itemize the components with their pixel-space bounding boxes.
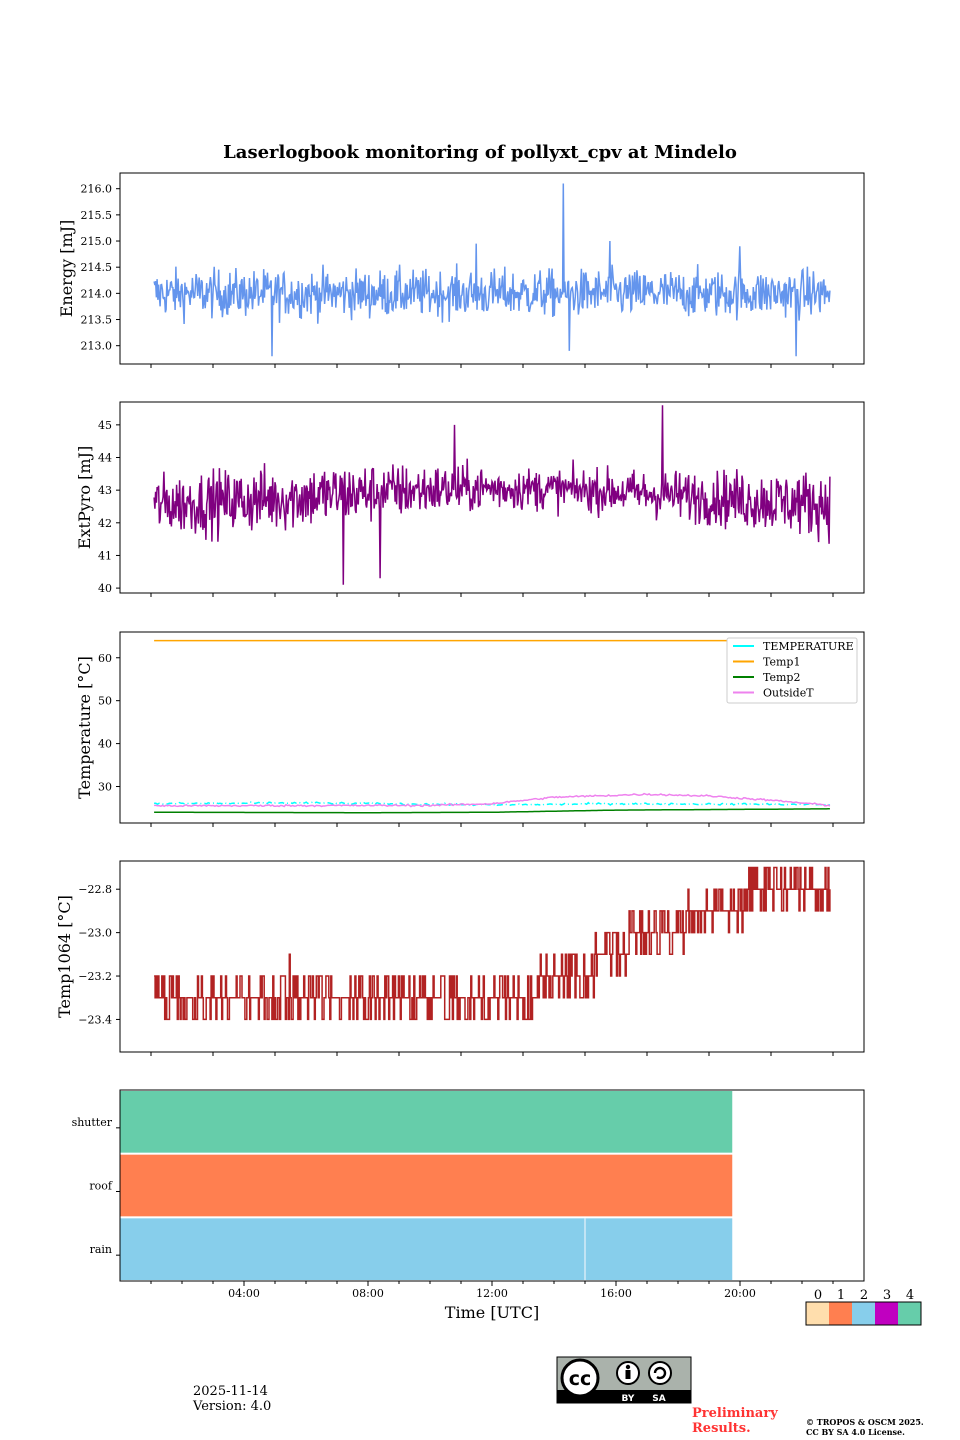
x-axis-label: Time [UTC]: [445, 1303, 539, 1322]
y-tick-label: 40: [98, 738, 112, 751]
panel-4: Temp1064 [°C] −22.8 −23.0 −23.2 −23.4: [55, 860, 865, 1056]
y-tick-label: 44: [98, 452, 112, 465]
y-tick-label: 215.5: [81, 209, 113, 222]
row-label: shutter: [72, 1116, 113, 1129]
legend-value: 0: [814, 1288, 822, 1303]
y-tick-label: −23.0: [78, 927, 112, 940]
status-row-roof: [120, 1154, 733, 1217]
preliminary-line-1: Preliminary: [692, 1406, 778, 1421]
row-label: roof: [89, 1180, 113, 1193]
status-row-rain: [120, 1218, 733, 1280]
axes-frame: [119, 401, 865, 594]
y-tick-label: 213.5: [81, 314, 113, 327]
legend-value: 3: [883, 1288, 891, 1303]
y-tick-label: 215.0: [81, 235, 113, 248]
y-tick-label: −23.4: [78, 1013, 112, 1026]
axes-frame: [119, 631, 865, 824]
y-axis-label: Energy [mJ]: [57, 220, 76, 318]
panel-2: ExtPyro [mJ] 45 44 43 42 41 40: [75, 401, 865, 597]
status-row-shutter: [120, 1091, 733, 1153]
y-tick-label: −23.2: [78, 970, 112, 983]
legend-label: Temp2: [763, 671, 800, 684]
series-energy: [153, 183, 831, 357]
legend-swatch-4: [898, 1302, 921, 1325]
y-tick-label: 214.0: [81, 287, 113, 300]
y-tick-label: −22.8: [78, 883, 112, 896]
chart-title: Laserlogbook monitoring of pollyxt_cpv a…: [223, 142, 737, 163]
svg-text:SA: SA: [652, 1394, 665, 1404]
row-label: rain: [90, 1243, 112, 1256]
series-temp1064: [154, 866, 831, 1021]
legend-value: 2: [860, 1288, 868, 1303]
version-label: Version: 4.0: [193, 1399, 272, 1414]
y-axis-label: Temperature [°C]: [75, 656, 94, 799]
svg-text:BY: BY: [622, 1394, 635, 1404]
series-outsidet: [154, 792, 831, 808]
legend-value: 4: [906, 1288, 914, 1303]
y-tick-label: 42: [98, 517, 112, 530]
y-tick-label: 45: [98, 419, 112, 432]
date-label: 2025-11-14: [193, 1384, 268, 1399]
share-alike-icon: [648, 1361, 672, 1385]
y-tick-label: 40: [98, 582, 112, 595]
x-tick-label: 12:00: [476, 1287, 508, 1300]
x-tick-label: 08:00: [352, 1287, 384, 1300]
axes-frame: [119, 172, 865, 365]
cc-license-badge: cc BY SA: [556, 1356, 692, 1404]
svg-text:cc: cc: [569, 1368, 592, 1390]
y-tick-label: 213.0: [81, 340, 113, 353]
legend-swatch-0: [806, 1302, 829, 1325]
legend: TEMPERATURE Temp1 Temp2 OutsideT: [726, 637, 858, 704]
y-tick-label: 43: [98, 484, 112, 497]
y-tick-label: 41: [98, 549, 112, 562]
series-extpyro: [153, 405, 831, 585]
preliminary-notice: Preliminary Results.: [692, 1406, 778, 1436]
copyright-notice: © TROPOS & OSCM 2025. CC BY SA 4.0 Licen…: [806, 1417, 924, 1437]
y-axis-label: Temp1064 [°C]: [55, 895, 74, 1018]
y-tick-label: 30: [98, 781, 112, 794]
axes-frame: [119, 860, 865, 1053]
copyright-line-2: CC BY SA 4.0 License.: [806, 1427, 905, 1437]
y-axis-label: ExtPyro [mJ]: [75, 446, 94, 549]
x-tick-label: 16:00: [600, 1287, 632, 1300]
panel-1: Energy [mJ] 216.0 215.5 215.0 214.5 214.0 213.…: [57, 172, 865, 368]
legend-swatch-3: [875, 1302, 898, 1325]
legend-value: 1: [837, 1288, 845, 1303]
x-tick-label: 20:00: [724, 1287, 756, 1300]
legend-label: TEMPERATURE: [763, 640, 854, 653]
y-tick-label: 214.5: [81, 261, 113, 274]
panel-3: Temperature [°C] 60 50 40 30 TEMPERATURE Temp1…: [75, 631, 865, 827]
footer-date-version: 2025-11-14 Version: 4.0: [193, 1384, 271, 1414]
y-tick-label: 60: [98, 652, 112, 665]
y-tick-label: 216.0: [81, 183, 113, 196]
series-temperature: [154, 801, 831, 807]
axes-frame: [119, 1089, 865, 1282]
y-tick-label: 50: [98, 695, 112, 708]
panels: Energy [mJ] 216.0 215.5 215.0 214.5 214.0 213.…: [55, 172, 922, 1326]
legend-label: Temp1: [763, 656, 800, 669]
legend-swatch-2: [852, 1302, 875, 1325]
x-tick-label: 04:00: [228, 1287, 260, 1300]
copyright-line-1: © TROPOS & OSCM 2025.: [806, 1417, 924, 1427]
series-temp2: [154, 808, 830, 814]
legend-swatch-1: [829, 1302, 852, 1325]
cc-icon: [560, 1358, 600, 1398]
preliminary-line-2: Results.: [692, 1421, 751, 1436]
legend-label: OutsideT: [763, 687, 814, 700]
panel-5: shutter roof rain 04:00 08:00 12:00 16:00 20:00…: [72, 1089, 922, 1326]
